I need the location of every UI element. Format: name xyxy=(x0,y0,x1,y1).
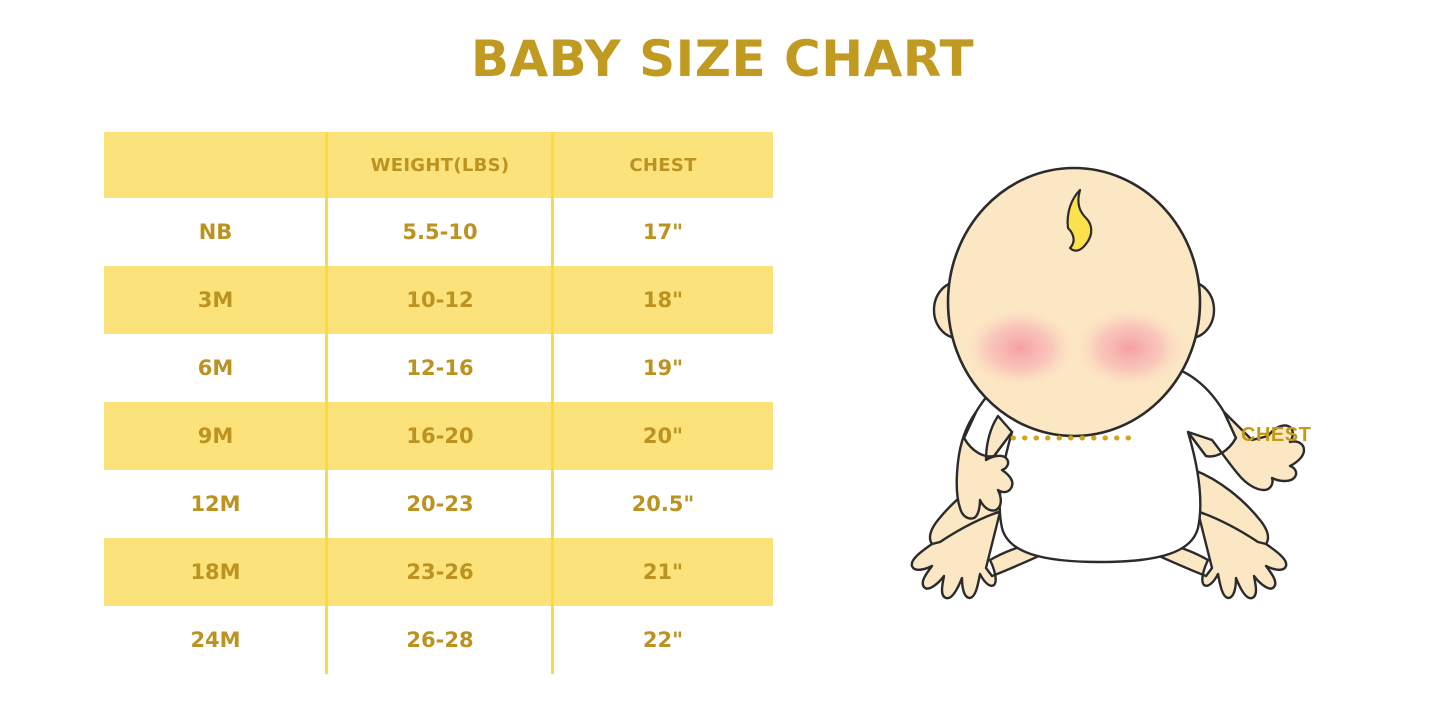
baby-left-cheek-blush xyxy=(962,306,1078,390)
cell-weight: 20-23 xyxy=(406,492,474,516)
cell-weight: 10-12 xyxy=(406,288,474,312)
cell-chest: 21" xyxy=(642,560,684,584)
cell-weight: 5.5-10 xyxy=(402,220,478,244)
cell-size: 24M xyxy=(190,628,241,652)
cell-weight: 23-26 xyxy=(406,560,474,584)
table-header-row: WEIGHT(LBS) CHEST xyxy=(104,132,773,198)
cell-size: 6M xyxy=(197,356,234,380)
cell-chest: 19" xyxy=(642,356,684,380)
cell-chest: 20.5" xyxy=(631,492,695,516)
header-cell-chest: CHEST xyxy=(629,154,697,176)
size-chart-table: WEIGHT(LBS) CHEST NB 5.5-10 17" 3M 10-12… xyxy=(104,132,773,674)
table-row: 24M 26-28 22" xyxy=(104,606,773,674)
cell-size: 9M xyxy=(197,424,234,448)
cell-chest: 17" xyxy=(642,220,684,244)
cell-chest: 18" xyxy=(642,288,684,312)
header-cell-weight: WEIGHT(LBS) xyxy=(370,154,510,176)
cell-size: 18M xyxy=(190,560,241,584)
chest-measure-label: CHEST xyxy=(1241,424,1312,446)
column-divider-1 xyxy=(325,132,328,674)
baby-hair-curl xyxy=(1066,188,1093,252)
cell-weight: 12-16 xyxy=(406,356,474,380)
table-row: NB 5.5-10 17" xyxy=(104,198,773,266)
cell-size: 3M xyxy=(197,288,234,312)
cell-weight: 26-28 xyxy=(406,628,474,652)
column-divider-2 xyxy=(551,132,554,674)
cell-chest: 22" xyxy=(642,628,684,652)
table-row: 9M 16-20 20" xyxy=(104,402,773,470)
table-row: 18M 23-26 21" xyxy=(104,538,773,606)
sitting-baby-illustration xyxy=(910,166,1306,600)
page-title: BABY SIZE CHART xyxy=(470,30,975,88)
baby-left-arm xyxy=(955,410,1014,520)
cell-chest: 20" xyxy=(642,424,684,448)
cell-weight: 16-20 xyxy=(406,424,474,448)
cell-size: NB xyxy=(198,220,233,244)
baby-right-cheek-blush xyxy=(1072,306,1188,390)
cell-size: 12M xyxy=(190,492,241,516)
table-row: 3M 10-12 18" xyxy=(104,266,773,334)
table-row: 12M 20-23 20.5" xyxy=(104,470,773,538)
table-row: 6M 12-16 19" xyxy=(104,334,773,402)
header-cell-size xyxy=(104,132,327,198)
baby-right-arm xyxy=(1186,410,1306,492)
